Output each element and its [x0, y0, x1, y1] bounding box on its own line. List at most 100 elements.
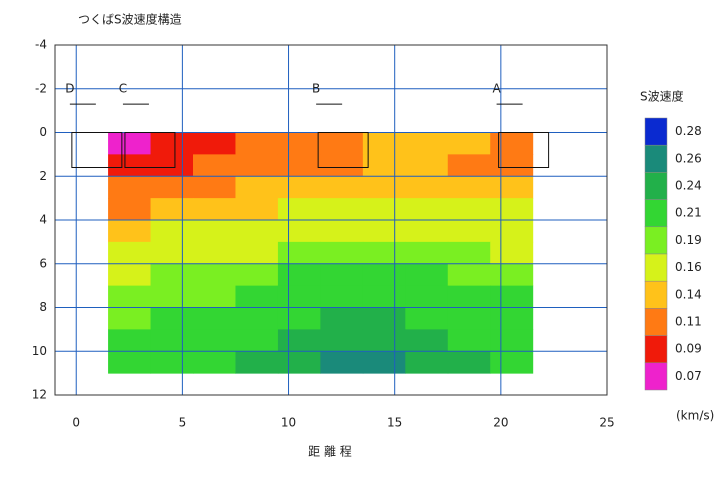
colorbar-swatch	[644, 280, 668, 309]
contour-cell	[235, 154, 279, 177]
contour-cell	[150, 176, 194, 199]
y-tick-label: 8	[39, 300, 47, 314]
contour-cell	[235, 351, 279, 374]
x-tick-label: 0	[72, 416, 80, 430]
contour-cell	[447, 198, 491, 221]
contour-cell	[490, 154, 534, 177]
colorbar-swatch	[644, 199, 668, 228]
contour-cell	[150, 132, 194, 155]
contour-cell	[235, 329, 279, 352]
colorbar-label: 0.21	[675, 206, 702, 220]
x-tick-label: 25	[599, 416, 614, 430]
contour-cell	[150, 198, 194, 221]
contour-cell	[235, 241, 279, 265]
contour-cell	[150, 307, 194, 330]
contour-cell	[108, 285, 152, 308]
contour-cell	[150, 285, 194, 308]
contour-cell	[150, 220, 194, 243]
y-tick-label: 2	[39, 169, 47, 183]
x-tick-label: 10	[281, 416, 296, 430]
contour-cell	[150, 329, 194, 352]
contour-cell	[490, 329, 534, 352]
contour-cell	[108, 132, 152, 155]
contour-cell	[320, 132, 364, 155]
colorbar-swatch	[644, 362, 668, 391]
contour-cell	[405, 176, 449, 199]
contour-cell	[277, 132, 321, 155]
contour-cell	[490, 285, 534, 308]
contour-cell	[277, 263, 321, 287]
contour-cell	[235, 263, 279, 287]
x-axis-label: 距 離 程	[308, 444, 352, 459]
colorbar-swatch	[644, 144, 668, 173]
contour-cell	[193, 351, 236, 374]
contour-cell	[193, 220, 236, 243]
contour-cell	[277, 176, 321, 199]
contour-cell	[362, 307, 406, 330]
contour-cell	[320, 351, 364, 374]
colorbar-swatch	[644, 117, 668, 146]
contour-cell	[447, 154, 491, 177]
contour-cell	[193, 307, 236, 330]
station-label: B	[312, 81, 320, 95]
contour-cell	[235, 176, 279, 199]
contour-cell	[490, 176, 534, 199]
contour-cell	[108, 263, 152, 287]
colorbar-label: 0.28	[675, 124, 702, 138]
contour-cell	[405, 132, 449, 155]
contour-cell	[320, 198, 364, 221]
contour-cell	[490, 263, 534, 287]
contour-cell	[405, 307, 449, 330]
colorbar-label: 0.24	[675, 179, 702, 193]
contour-cell	[405, 285, 449, 308]
station-profile	[498, 132, 550, 168]
contour-cell	[362, 351, 406, 374]
contour-cell	[193, 263, 236, 287]
contour-cell	[405, 263, 449, 287]
contour-cell	[405, 220, 449, 243]
contour-cell	[108, 220, 152, 243]
contour-cell	[150, 154, 194, 177]
contour-cell	[447, 220, 491, 243]
contour-cell	[362, 198, 406, 221]
y-tick-label: 4	[39, 213, 47, 227]
colorbar-label: 0.07	[675, 369, 702, 383]
contour-cell	[447, 307, 491, 330]
contour-cell	[362, 241, 406, 265]
contour-cell	[320, 263, 364, 287]
contour-cell	[320, 154, 364, 177]
contour-cell	[405, 351, 449, 374]
contour-cell	[320, 220, 364, 243]
contour-cell	[447, 132, 491, 155]
contour-cell	[362, 285, 406, 308]
contour-cell	[108, 198, 152, 221]
contour-cell	[490, 241, 534, 265]
contour-cell	[235, 220, 279, 243]
contour-cell	[277, 329, 321, 352]
x-tick-label: 5	[179, 416, 187, 430]
colorbar-label: 0.14	[675, 287, 702, 301]
colorbar-label: 0.19	[675, 233, 702, 247]
contour-cell	[405, 198, 449, 221]
contour-cell	[277, 351, 321, 374]
contour-cell	[447, 241, 491, 265]
contour-cell	[362, 263, 406, 287]
contour-cell	[277, 307, 321, 330]
colorbar-swatch	[644, 308, 668, 336]
contour-cell	[405, 329, 449, 352]
contour-cell	[320, 307, 364, 330]
colorbar-unit: (km/s)	[676, 409, 714, 423]
contour-cell	[193, 198, 236, 221]
colorbar-label: 0.16	[675, 260, 702, 274]
colorbar-label: 0.26	[675, 151, 702, 165]
contour-cell	[362, 154, 406, 177]
y-tick-label: 12	[32, 388, 47, 402]
contour-cell	[362, 329, 406, 352]
y-tick-label: 0	[39, 125, 47, 139]
contour-cell	[447, 263, 491, 287]
chart-title: つくばS波速度構造	[78, 12, 182, 27]
colorbar-swatch	[644, 172, 668, 200]
contour-cell	[108, 351, 152, 374]
colorbar-title: S波速度	[640, 89, 684, 104]
